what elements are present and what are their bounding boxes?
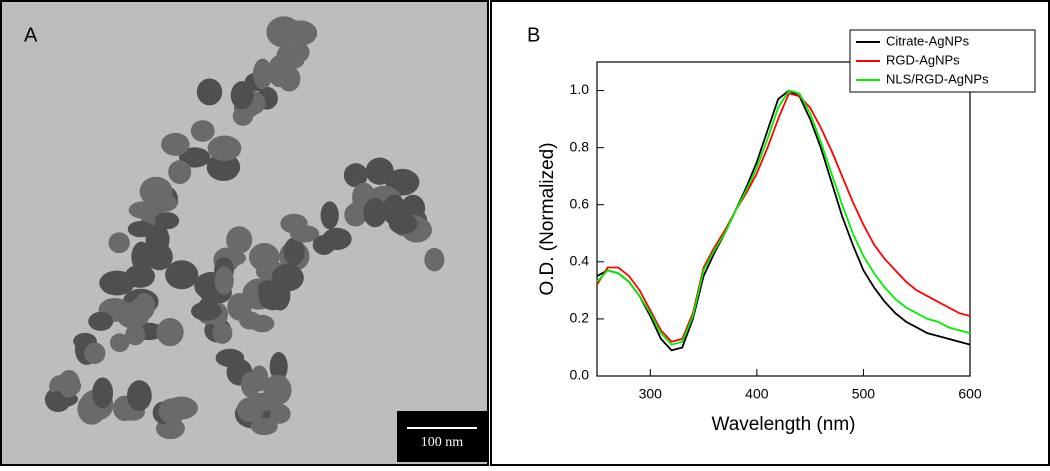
particle bbox=[108, 232, 130, 254]
y-tick-label: 0.8 bbox=[570, 138, 590, 154]
particle bbox=[139, 176, 173, 207]
particle bbox=[131, 241, 152, 273]
particle bbox=[179, 147, 211, 168]
particle bbox=[283, 237, 305, 266]
particle bbox=[57, 369, 81, 398]
particle bbox=[263, 374, 292, 406]
particle bbox=[424, 247, 445, 272]
particle bbox=[343, 163, 368, 188]
particle bbox=[258, 282, 287, 311]
x-tick-label: 600 bbox=[958, 386, 982, 402]
particle bbox=[128, 201, 158, 219]
legend-label: RGD-AgNPs bbox=[886, 52, 960, 67]
particle bbox=[92, 377, 114, 409]
particle bbox=[226, 226, 253, 254]
particle bbox=[250, 417, 278, 436]
particle bbox=[196, 78, 223, 106]
particle bbox=[109, 333, 130, 353]
panel-label: A bbox=[24, 24, 38, 46]
legend: Citrate-AgNPs RGD-AgNPs NLS/RGD-AgNPs bbox=[849, 29, 1036, 93]
series-line bbox=[596, 92, 971, 343]
x-tick-label: 500 bbox=[852, 386, 876, 402]
particle bbox=[266, 16, 302, 48]
particle bbox=[198, 297, 219, 317]
y-tick-label: 1.0 bbox=[570, 81, 590, 97]
particle bbox=[268, 403, 291, 424]
particle bbox=[363, 198, 387, 228]
y-axis-label: O.D. (Normalized) bbox=[537, 142, 558, 295]
particle bbox=[215, 348, 245, 368]
particle bbox=[207, 135, 242, 161]
scale-bar-label: 100 nm bbox=[421, 435, 464, 450]
particle bbox=[125, 324, 146, 346]
particle bbox=[88, 311, 114, 331]
particle bbox=[165, 260, 199, 290]
plot-frame bbox=[596, 61, 971, 377]
particle bbox=[129, 305, 150, 325]
particle bbox=[126, 380, 152, 412]
series-line bbox=[596, 89, 971, 352]
particle bbox=[168, 160, 192, 184]
particle bbox=[278, 66, 301, 92]
particle bbox=[249, 314, 275, 333]
legend-label: NLS/RGD-AgNPs bbox=[886, 71, 989, 86]
particle bbox=[240, 371, 261, 398]
nanoparticles bbox=[44, 16, 445, 440]
particle bbox=[388, 213, 418, 235]
particle bbox=[252, 58, 273, 90]
particle bbox=[156, 318, 184, 347]
particle bbox=[214, 266, 234, 295]
y-tick-label: 0.2 bbox=[570, 310, 590, 326]
panel-label: B bbox=[527, 24, 540, 46]
particle bbox=[161, 132, 190, 156]
particle bbox=[236, 397, 265, 423]
particle bbox=[84, 342, 106, 364]
x-tick-label: 300 bbox=[639, 386, 663, 402]
y-tick-label: 0.4 bbox=[570, 253, 590, 269]
particle bbox=[280, 213, 308, 234]
y-tick-label: 0.0 bbox=[570, 367, 590, 383]
particle bbox=[190, 120, 215, 142]
legend-box bbox=[849, 29, 1036, 93]
x-axis-label: Wavelength (nm) bbox=[712, 414, 856, 435]
particle bbox=[154, 212, 180, 230]
particle bbox=[322, 227, 352, 251]
scale-bar-box bbox=[397, 411, 487, 462]
particle bbox=[269, 351, 288, 382]
particle bbox=[320, 201, 339, 230]
legend-label: Citrate-AgNPs bbox=[886, 33, 970, 48]
series-line bbox=[596, 89, 971, 346]
particle bbox=[212, 322, 233, 344]
particle bbox=[230, 81, 254, 110]
particle bbox=[145, 243, 173, 271]
particle bbox=[206, 153, 241, 182]
plot: 300 400 500 600 0.0 0.2 0.4 0.6 0.8 1.0 Wavelength… bbox=[537, 29, 1036, 435]
y-tick-label: 0.6 bbox=[570, 195, 590, 211]
particle bbox=[99, 270, 135, 296]
particle bbox=[164, 396, 199, 420]
x-tick-label: 400 bbox=[745, 386, 769, 402]
